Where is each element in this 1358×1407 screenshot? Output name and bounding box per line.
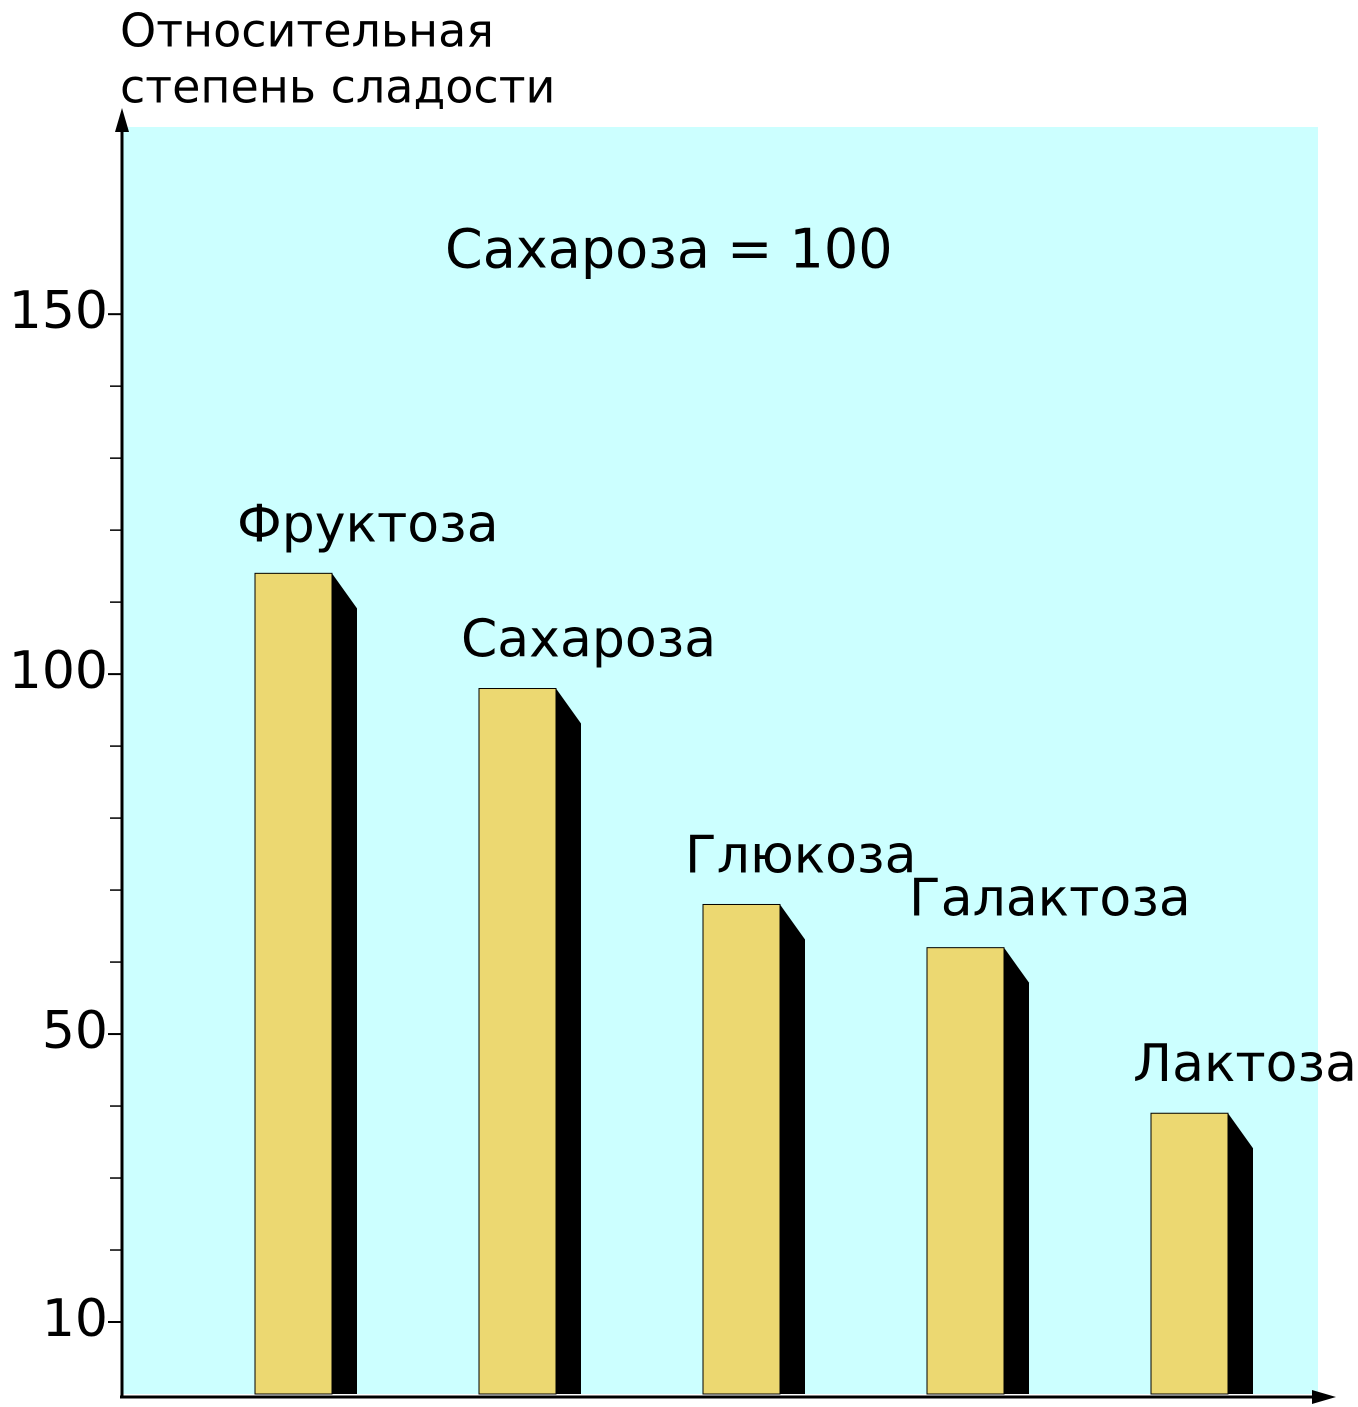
bar-shadow — [780, 904, 805, 1394]
bar-shadow — [1228, 1113, 1253, 1394]
annotation: Сахароза = 100 — [445, 218, 893, 281]
x-axis-arrow — [1312, 1390, 1336, 1404]
bar-label: Фруктоза — [237, 494, 499, 554]
bar — [254, 572, 333, 1395]
y-tick-label: 50 — [42, 1001, 108, 1061]
bar-label: Глюкоза — [685, 825, 916, 885]
bar — [702, 903, 781, 1395]
bar — [478, 688, 557, 1395]
bar-label: Лактоза — [1133, 1034, 1357, 1094]
y-axis-title: степень сладости — [120, 60, 555, 114]
bar-shadow — [332, 573, 357, 1394]
bar-shadow — [1004, 947, 1029, 1394]
y-axis-arrow — [115, 108, 129, 132]
bar — [1150, 1112, 1229, 1395]
bar — [926, 947, 1005, 1395]
bar-label: Сахароза — [461, 610, 716, 670]
y-tick-label: 150 — [9, 281, 108, 341]
bar-label: Галактоза — [909, 869, 1191, 929]
bar-shadow — [556, 688, 581, 1394]
y-axis-title: Относительная — [120, 4, 494, 58]
y-tick-label: 10 — [42, 1289, 108, 1349]
y-tick-label: 100 — [9, 641, 108, 701]
